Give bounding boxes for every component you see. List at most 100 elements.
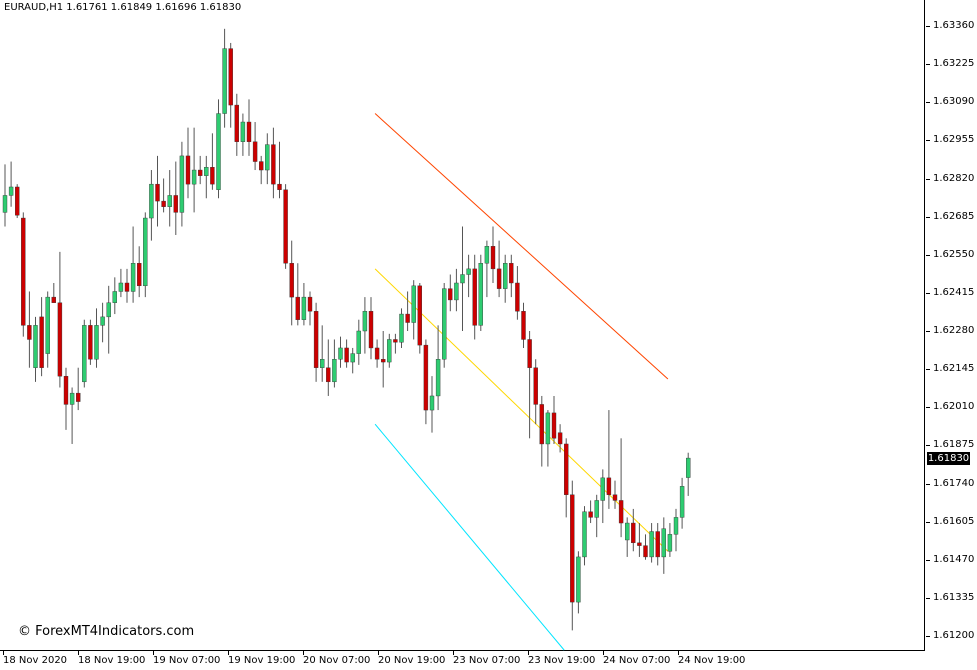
- candle: [88, 319, 93, 365]
- candle-body: [197, 169, 203, 176]
- candle-body: [429, 395, 435, 411]
- candle: [387, 333, 392, 368]
- candle: [332, 339, 337, 388]
- price-tick: [926, 292, 930, 294]
- candle: [8, 161, 14, 207]
- candle-body: [94, 325, 99, 360]
- candle: [411, 280, 416, 340]
- candle-body: [155, 183, 160, 202]
- price-tick: [926, 178, 930, 180]
- plot-area[interactable]: EURAUD,H1 1.61761 1.61849 1.61696 1.6183…: [0, 0, 925, 651]
- time-label: 23 Nov 07:00: [453, 655, 521, 666]
- candle-body: [277, 183, 282, 190]
- candle-body: [344, 347, 349, 363]
- price-label: 1.62955: [933, 134, 975, 146]
- candle: [252, 122, 258, 171]
- candle-body: [600, 477, 605, 501]
- candle: [222, 28, 227, 128]
- candle: [600, 469, 605, 524]
- candle: [423, 339, 429, 425]
- time-axis[interactable]: 18 Nov 2020 18 Nov 19:00 19 Nov 07:00 19 No…: [0, 651, 925, 670]
- candle-body: [442, 288, 447, 360]
- price-tick: [926, 597, 930, 599]
- candle: [588, 500, 593, 524]
- price-tick: [926, 140, 930, 142]
- candle-body: [460, 274, 465, 284]
- price-label: 1.61470: [933, 553, 975, 565]
- candle-body: [8, 186, 14, 196]
- candle: [265, 133, 270, 185]
- candle-body: [448, 288, 453, 301]
- candle-body: [423, 344, 429, 411]
- lower-channel-line: [374, 423, 565, 651]
- candle-body: [210, 167, 215, 185]
- candle: [503, 254, 508, 303]
- candle: [673, 508, 679, 552]
- time-tick: [153, 651, 154, 655]
- candle: [472, 254, 477, 340]
- candle-body: [283, 189, 288, 264]
- time-label: 24 Nov 07:00: [603, 655, 671, 666]
- candle: [356, 319, 361, 365]
- candle: [307, 291, 313, 326]
- candle-body: [393, 339, 398, 343]
- candle-body: [618, 500, 624, 524]
- candle: [2, 164, 8, 227]
- candle: [545, 410, 551, 467]
- candle-body: [320, 359, 325, 368]
- price-tick: [926, 216, 930, 218]
- candle-body: [679, 486, 685, 518]
- candle-body: [527, 339, 532, 368]
- candle-body: [368, 311, 374, 349]
- candle-body: [240, 121, 246, 142]
- candle: [210, 133, 215, 190]
- candle: [161, 178, 166, 213]
- candlestick-chart: [2, 28, 691, 651]
- candle: [197, 155, 203, 185]
- candle-body: [124, 282, 130, 292]
- candle-body: [326, 367, 331, 383]
- time-tick: [78, 651, 79, 655]
- candle: [228, 42, 233, 128]
- candle: [100, 302, 105, 343]
- candle: [69, 387, 75, 444]
- price-label: 1.61605: [933, 515, 975, 527]
- candle-body: [332, 359, 337, 383]
- candle: [246, 99, 252, 156]
- candle: [606, 410, 612, 509]
- candle: [344, 339, 349, 368]
- candle-body: [686, 457, 691, 478]
- candle: [576, 551, 581, 614]
- candle: [527, 331, 532, 439]
- candle-body: [228, 48, 233, 106]
- time-label: 20 Nov 07:00: [303, 655, 371, 666]
- candle-body: [265, 144, 270, 171]
- candle: [283, 184, 288, 269]
- candle-body: [417, 285, 422, 346]
- price-axis[interactable]: 1.63360 1.63225 1.63090 1.62955 1.62820 1.626…: [926, 0, 977, 651]
- candle-body: [509, 263, 514, 284]
- candle-body: [576, 556, 581, 603]
- candle-body: [539, 404, 544, 445]
- candle-body: [69, 392, 75, 405]
- candle-body: [21, 217, 26, 326]
- candle: [484, 240, 490, 298]
- candle: [417, 282, 422, 354]
- candle-body: [234, 104, 240, 142]
- price-label: 1.63360: [933, 20, 975, 31]
- candle: [618, 438, 624, 538]
- price-tick: [926, 102, 930, 104]
- candle-body: [167, 195, 172, 207]
- candle: [442, 282, 447, 368]
- candle-body: [118, 282, 124, 292]
- candle: [637, 523, 642, 557]
- candle: [313, 302, 319, 382]
- candle-body: [551, 412, 557, 439]
- candle-body: [350, 353, 355, 363]
- price-label: 1.62145: [933, 363, 975, 375]
- price-label: 1.61335: [933, 591, 975, 603]
- candle: [301, 282, 307, 326]
- candle-body: [594, 500, 599, 518]
- candle-body: [27, 325, 32, 340]
